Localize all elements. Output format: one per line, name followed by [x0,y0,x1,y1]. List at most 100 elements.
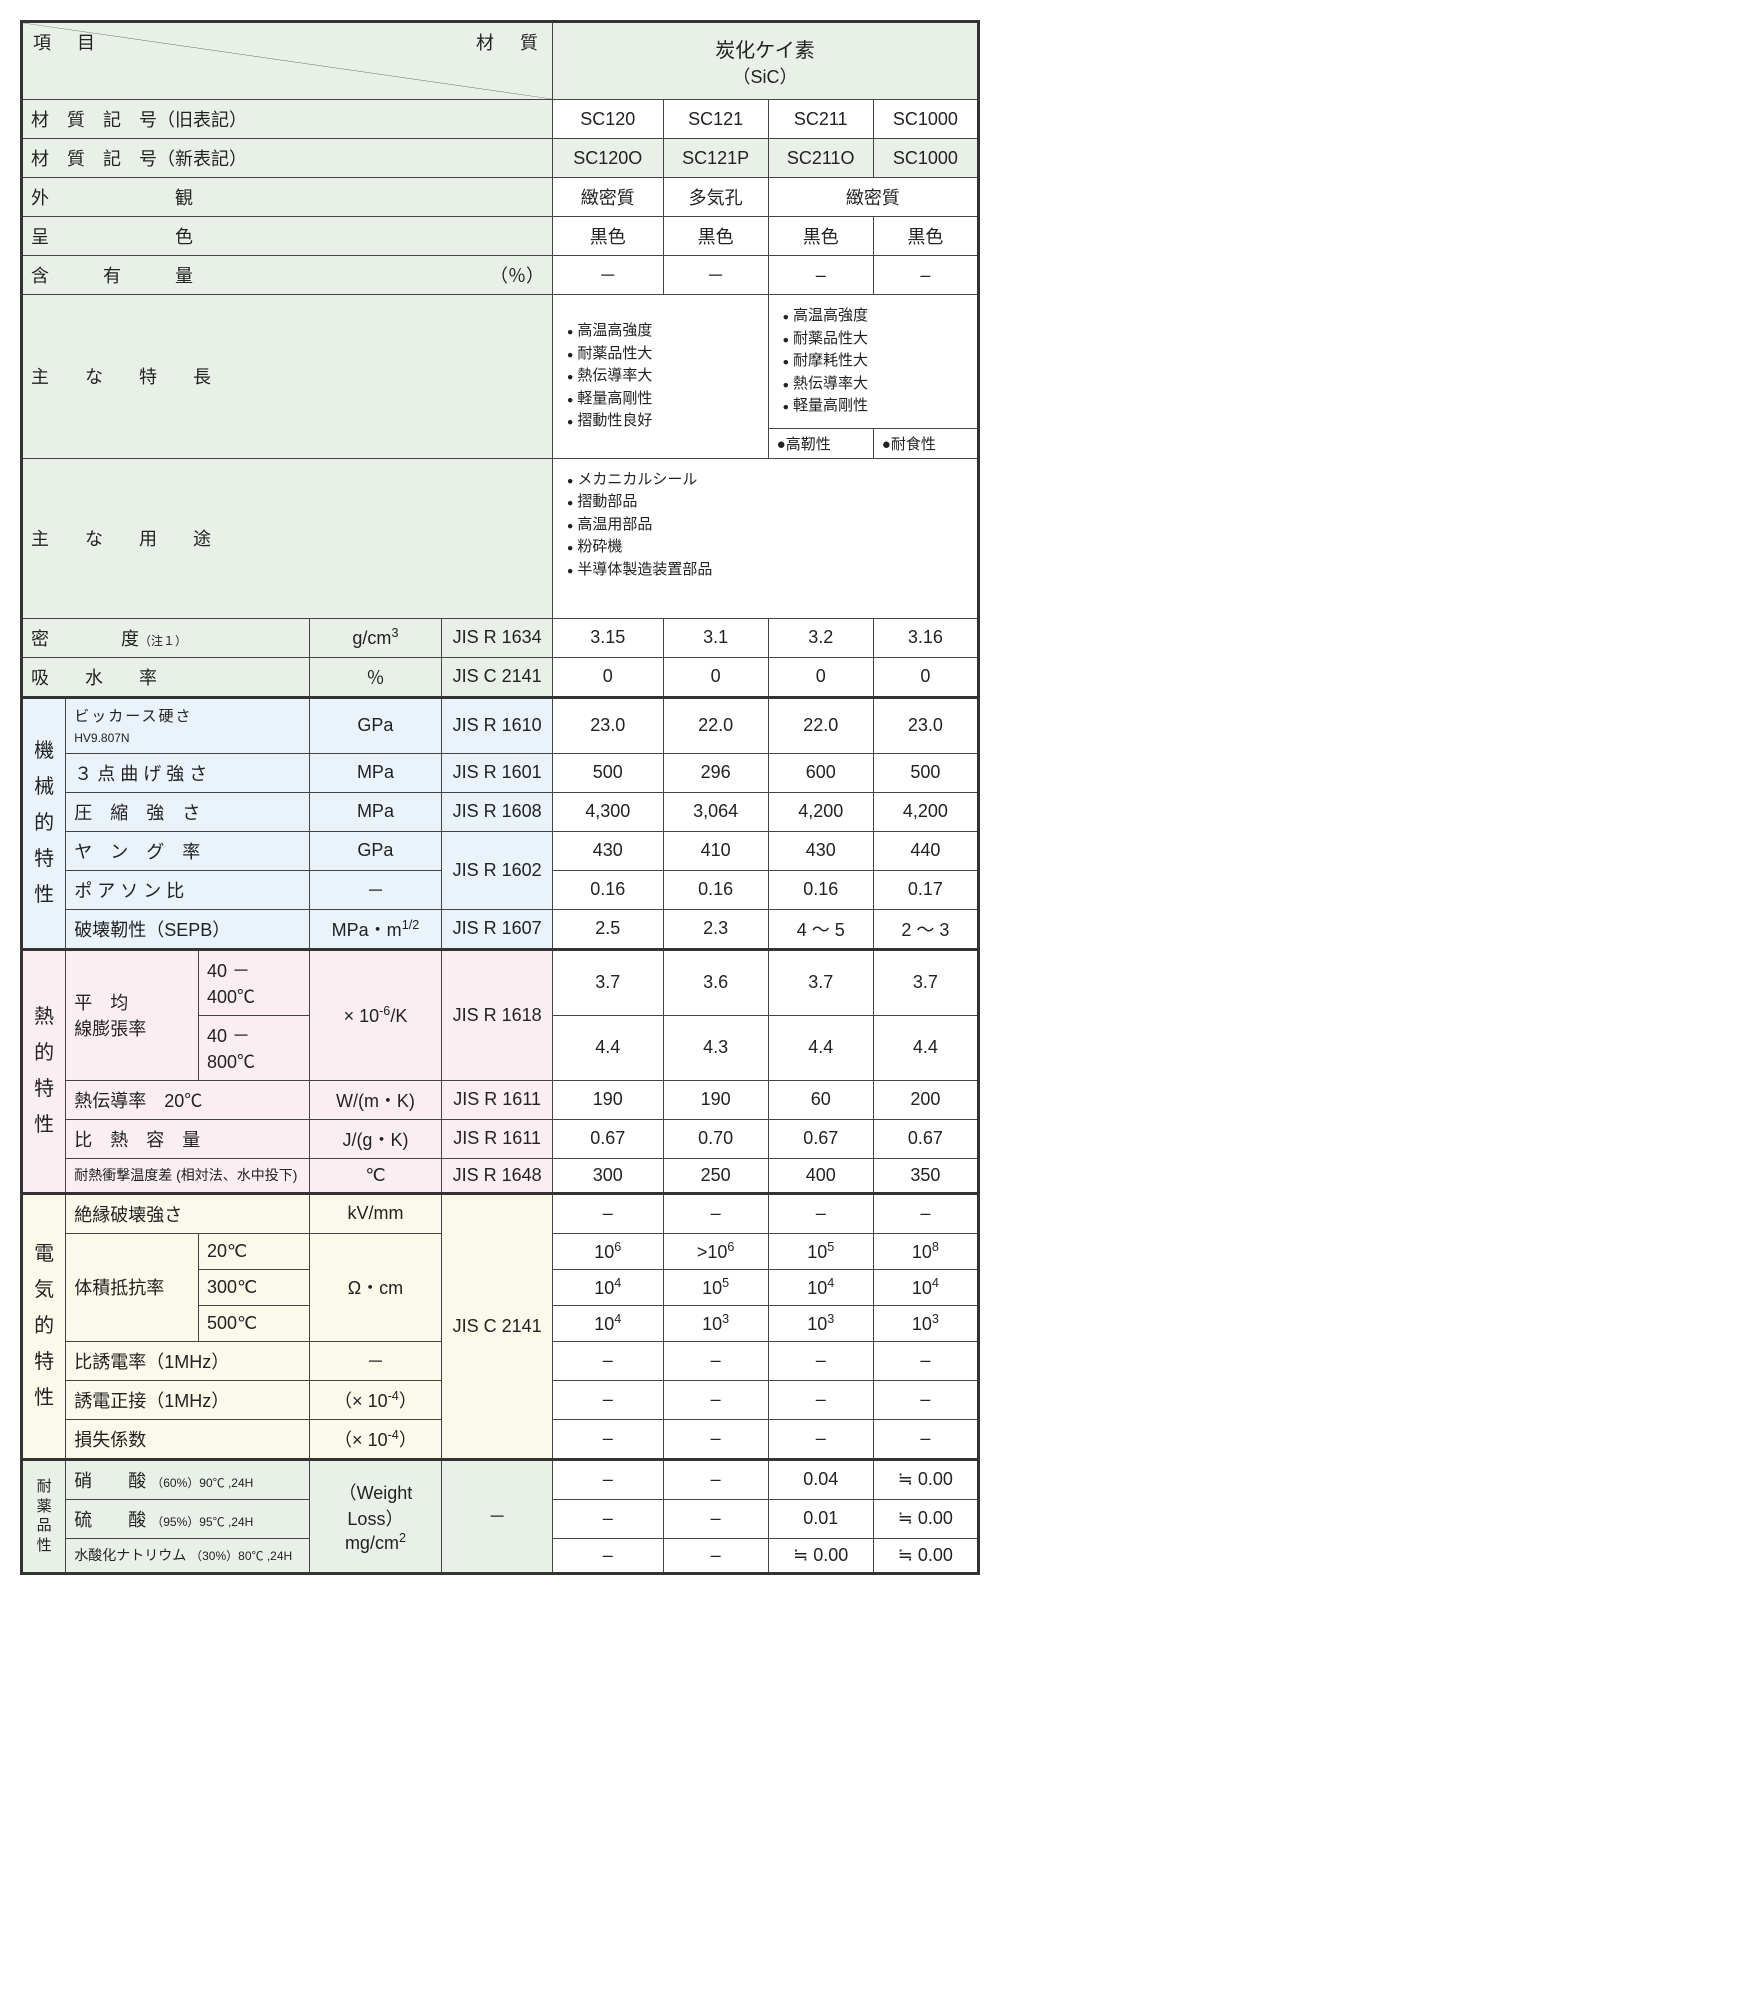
appearance-label: 外 観 [22,178,553,217]
appearance-0: 緻密質 [552,178,663,217]
vickers-label: ビッカース硬さ HV9.807N [66,697,309,753]
compress-unit: MPa [309,792,442,831]
cte-unit: × 10-6/K [309,949,442,1080]
vr500-1: 103 [663,1305,768,1341]
tan-1: – [663,1380,768,1419]
compress-std: JIS R 1608 [442,792,553,831]
permittivity-2: – [768,1341,873,1380]
density-0: 3.15 [552,618,663,657]
cte-label: 平 均線膨張率 [66,949,199,1080]
vr20-0: 106 [552,1233,663,1269]
naoh-label: 水酸化ナトリウム （30%）80℃ ,24H [66,1538,309,1573]
dielec-str-0: – [552,1193,663,1233]
feature-sc211: ●高靭性 [768,428,873,458]
bend-unit: MPa [309,753,442,792]
heatcap-3: 0.67 [873,1119,978,1158]
fracture-0: 2.5 [552,909,663,949]
nitric-3: ≒ 0.00 [873,1459,978,1499]
vr300-0: 104 [552,1269,663,1305]
compress-3: 4,200 [873,792,978,831]
new-code-label: 材 質 記 号（新表記） [22,139,553,178]
dielec-str-3: – [873,1193,978,1233]
naoh-3: ≒ 0.00 [873,1538,978,1573]
thermshock-0: 300 [552,1158,663,1193]
cte2-1: 4.3 [663,1015,768,1080]
mech-section-label: 機械的特性 [22,697,66,949]
vickers-2: 22.0 [768,697,873,753]
thermcond-2: 60 [768,1080,873,1119]
color-1: 黒色 [663,217,768,256]
vol-res-500: 500℃ [198,1305,309,1341]
cte-range2: 40 － 800℃ [198,1015,309,1080]
permittivity-1: – [663,1341,768,1380]
cte1-1: 3.6 [663,949,768,1015]
permittivity-3: – [873,1341,978,1380]
vr20-1: >106 [663,1233,768,1269]
heatcap-0: 0.67 [552,1119,663,1158]
density-2: 3.2 [768,618,873,657]
dielec-str-label: 絶縁破壊強さ [66,1193,309,1233]
vr300-3: 104 [873,1269,978,1305]
vickers-1: 22.0 [663,697,768,753]
tan-2: – [768,1380,873,1419]
features-group-2: 高温高強度耐薬品性大耐摩耗性大熱伝導率大軽量高剛性 [768,295,978,429]
old-code-0: SC120 [552,100,663,139]
loss-unit: （× 10-4） [309,1419,442,1459]
vr500-2: 103 [768,1305,873,1341]
cte-range1: 40 － 400℃ [198,949,309,1015]
appearance-2: 緻密質 [768,178,978,217]
thermshock-1: 250 [663,1158,768,1193]
nitric-0: – [552,1459,663,1499]
vr500-3: 103 [873,1305,978,1341]
tan-label: 誘電正接（1MHz） [66,1380,309,1419]
loss-1: – [663,1419,768,1459]
color-3: 黒色 [873,217,978,256]
bend-3: 500 [873,753,978,792]
cte-std: JIS R 1618 [442,949,553,1080]
compress-0: 4,300 [552,792,663,831]
new-code-3: SC1000 [873,139,978,178]
thermshock-label: 耐熱衝撃温度差 (相対法、水中投下) [66,1158,309,1193]
poisson-0: 0.16 [552,870,663,909]
color-label: 呈 色 [22,217,553,256]
elec-std: JIS C 2141 [442,1193,553,1459]
tan-unit: （× 10-4） [309,1380,442,1419]
naoh-1: – [663,1538,768,1573]
tan-0: – [552,1380,663,1419]
absorption-1: 0 [663,657,768,697]
density-std: JIS R 1634 [442,618,553,657]
thermshock-unit: ℃ [309,1158,442,1193]
vol-res-20: 20℃ [198,1233,309,1269]
vickers-std: JIS R 1610 [442,697,553,753]
vr20-3: 108 [873,1233,978,1269]
item-label: 項 目 [33,29,99,55]
young-1: 410 [663,831,768,870]
heatcap-std: JIS R 1611 [442,1119,553,1158]
fracture-1: 2.3 [663,909,768,949]
thermcond-std: JIS R 1611 [442,1080,553,1119]
absorption-std: JIS C 2141 [442,657,553,697]
dielec-str-2: – [768,1193,873,1233]
young-unit: GPa [309,831,442,870]
young-label: ヤ ン グ 率 [66,831,309,870]
thermcond-1: 190 [663,1080,768,1119]
features-label: 主 な 特 長 [22,295,553,459]
thermcond-0: 190 [552,1080,663,1119]
cte2-3: 4.4 [873,1015,978,1080]
thermcond-label: 熱伝導率 20℃ [66,1080,309,1119]
compress-label: 圧 縮 強 さ [66,792,309,831]
cte2-2: 4.4 [768,1015,873,1080]
uses-label: 主 な 用 途 [22,458,553,618]
cte2-0: 4.4 [552,1015,663,1080]
loss-3: – [873,1419,978,1459]
poisson-label: ポ ア ソ ン 比 [66,870,309,909]
density-1: 3.1 [663,618,768,657]
fracture-unit: MPa・m1/2 [309,909,442,949]
loss-2: – [768,1419,873,1459]
cte1-3: 3.7 [873,949,978,1015]
content-3: – [873,256,978,295]
old-code-1: SC121 [663,100,768,139]
poisson-2: 0.16 [768,870,873,909]
content-1: － [663,256,768,295]
old-code-3: SC1000 [873,100,978,139]
